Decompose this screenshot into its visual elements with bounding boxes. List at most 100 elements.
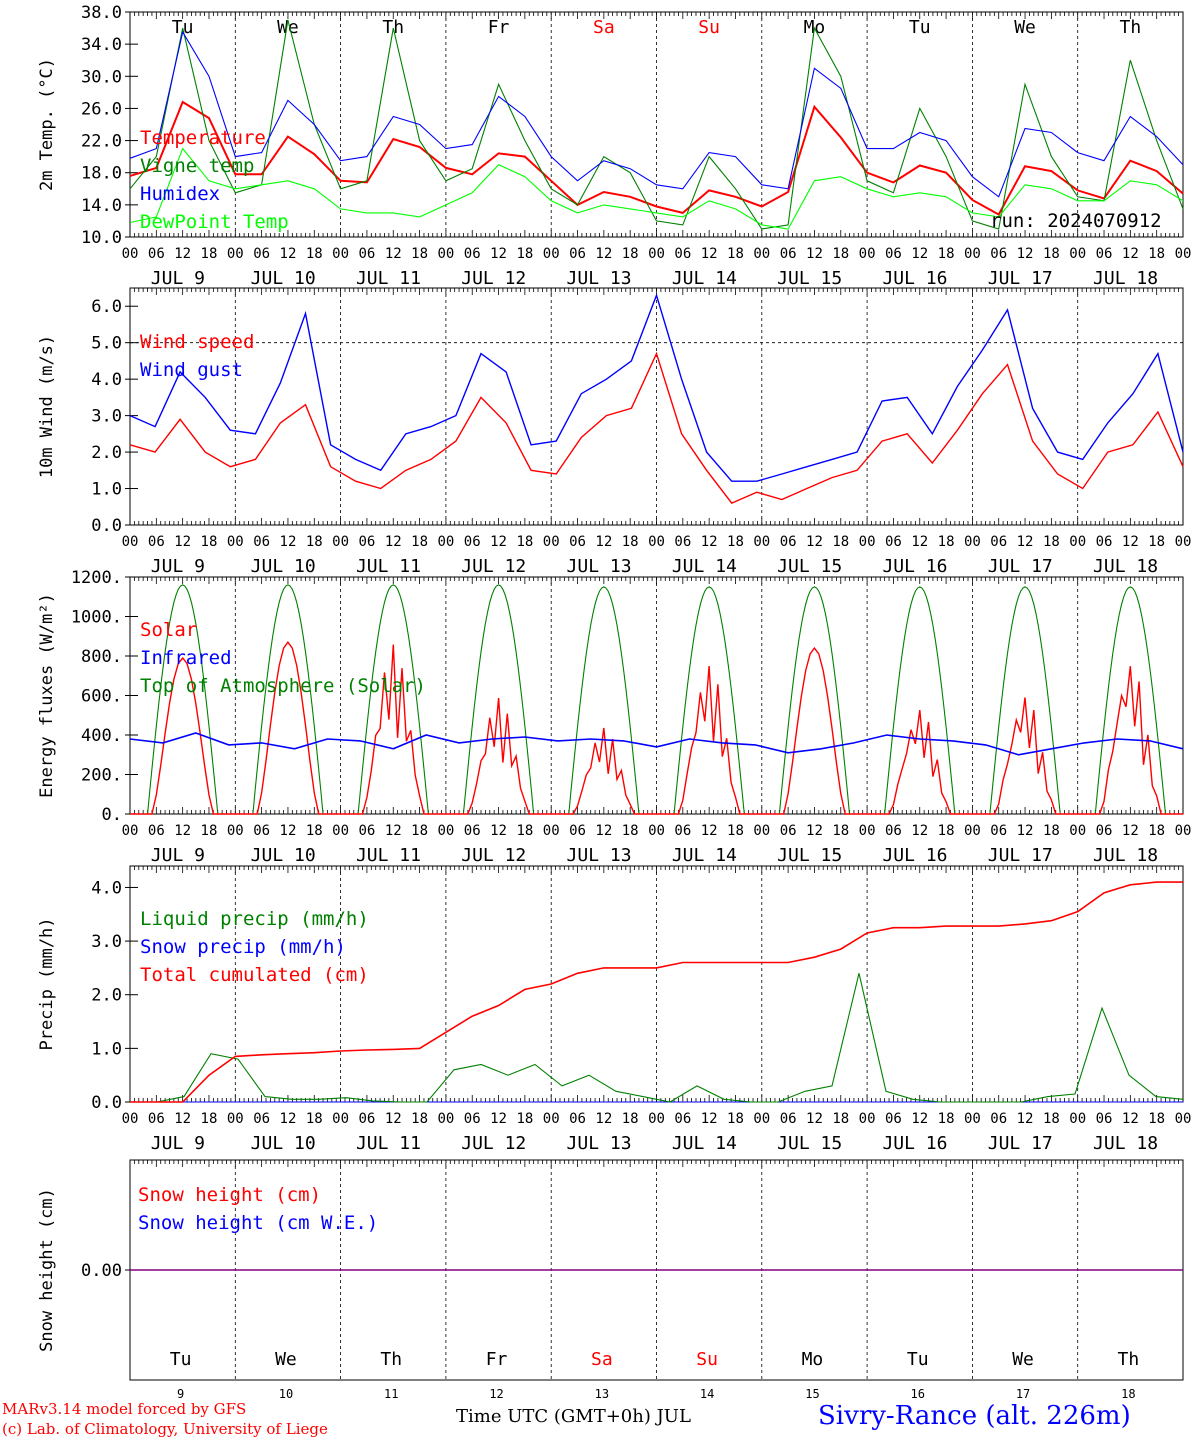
hour-label: 18 <box>516 534 533 550</box>
legend-entry: Temperature <box>140 127 266 149</box>
hour-label: 18 <box>832 823 849 839</box>
y-axis-label: Snow height (cm) <box>37 1188 57 1352</box>
date-label: JUL 14 <box>672 1133 737 1154</box>
weekday-label: Mo <box>802 1349 824 1370</box>
weekday-label: Fr <box>488 17 510 38</box>
legend-entry: Snow precip (mm/h) <box>140 936 346 958</box>
hour-label: 18 <box>1148 823 1165 839</box>
hour-label: 06 <box>990 823 1007 839</box>
hour-label: 18 <box>832 1111 849 1127</box>
hour-label: 12 <box>1017 246 1034 262</box>
date-label: JUL 11 <box>356 268 421 289</box>
x-axis-label: Time UTC (GMT+0h) JUL <box>456 1406 691 1427</box>
hour-label: 12 <box>911 1111 928 1127</box>
hour-label: 18 <box>938 1111 955 1127</box>
legend-entry: Wind gust <box>140 359 243 381</box>
hour-label: 00 <box>648 246 665 262</box>
hour-label: 00 <box>332 1111 349 1127</box>
hour-label: 06 <box>358 246 375 262</box>
hour-label: 00 <box>1069 1111 1086 1127</box>
hour-label: 06 <box>569 534 586 550</box>
hour-label: 06 <box>885 534 902 550</box>
y-tick-label: 1.0 <box>91 1039 122 1059</box>
hour-label: 06 <box>780 823 797 839</box>
legend-entry: DewPoint Temp <box>140 211 289 233</box>
hour-label: 12 <box>806 534 823 550</box>
date-label: JUL 9 <box>151 268 205 289</box>
hour-label: 00 <box>1175 1111 1192 1127</box>
hour-label: 12 <box>701 1111 718 1127</box>
hour-label: 00 <box>1069 823 1086 839</box>
y-tick-label: 18.0 <box>81 164 122 184</box>
y-tick-label: 1000. <box>71 608 122 628</box>
date-label: JUL 17 <box>988 1133 1053 1154</box>
hour-label: 00 <box>1175 534 1192 550</box>
hour-label: 12 <box>490 1111 507 1127</box>
precip-series-line <box>130 881 1183 1103</box>
weekday-label: We <box>277 17 299 38</box>
hour-label: 18 <box>622 1111 639 1127</box>
date-label: JUL 14 <box>672 845 737 866</box>
hour-label: 00 <box>964 534 981 550</box>
hour-label: 00 <box>1175 246 1192 262</box>
hour-label: 00 <box>1069 246 1086 262</box>
hour-label: 00 <box>122 1111 139 1127</box>
legend-entry: Humidex <box>140 183 220 205</box>
hour-label: 00 <box>437 823 454 839</box>
hour-label: 00 <box>753 534 770 550</box>
y-tick-label: 30.0 <box>81 67 122 87</box>
date-label: JUL 17 <box>988 268 1053 289</box>
hour-label: 06 <box>148 534 165 550</box>
date-label: JUL 13 <box>567 845 632 866</box>
hour-label: 12 <box>595 534 612 550</box>
hour-label: 18 <box>1043 534 1060 550</box>
y-tick-label: 5.0 <box>91 334 122 354</box>
hour-label: 12 <box>806 1111 823 1127</box>
hour-label: 18 <box>727 246 744 262</box>
date-label: JUL 12 <box>461 1133 526 1154</box>
legend-entry: Wind speed <box>140 331 254 353</box>
hour-label: 00 <box>859 534 876 550</box>
hour-label: 18 <box>306 823 323 839</box>
hour-label: 06 <box>990 246 1007 262</box>
weekday-label: Sa <box>591 1349 613 1370</box>
date-label: JUL 10 <box>251 1133 316 1154</box>
hour-label: 06 <box>148 823 165 839</box>
day-number-label: 10 <box>279 1387 293 1401</box>
hour-label: 18 <box>1043 246 1060 262</box>
hour-label: 12 <box>595 823 612 839</box>
hour-label: 00 <box>1175 823 1192 839</box>
hour-label: 00 <box>964 823 981 839</box>
hour-label: 00 <box>332 823 349 839</box>
y-tick-label: 4.0 <box>91 370 122 390</box>
date-label: JUL 11 <box>356 1133 421 1154</box>
hour-label: 12 <box>385 246 402 262</box>
date-label: JUL 13 <box>567 268 632 289</box>
legend-entry: Snow height (cm) <box>138 1184 321 1206</box>
hour-label: 18 <box>201 823 218 839</box>
hour-label: 06 <box>464 823 481 839</box>
date-label: JUL 9 <box>151 1133 205 1154</box>
temp-series-line <box>129 30 1184 198</box>
y-tick-label: 1200. <box>71 568 122 588</box>
y-axis-label: Energy fluxes (W/m²) <box>37 593 57 798</box>
date-label: JUL 10 <box>251 268 316 289</box>
y-tick-label: 6.0 <box>91 297 122 317</box>
hour-label: 00 <box>227 534 244 550</box>
hour-label: 00 <box>332 534 349 550</box>
hour-label: 06 <box>885 1111 902 1127</box>
y-tick-label: 0.0 <box>91 516 122 536</box>
y-tick-label: 14.0 <box>81 196 122 216</box>
hour-label: 12 <box>1017 534 1034 550</box>
y-tick-label: 26.0 <box>81 99 122 119</box>
date-label: JUL 18 <box>1093 1133 1158 1154</box>
y-axis-label: 10m Wind (m/s) <box>37 335 57 478</box>
date-label: JUL 10 <box>251 556 316 577</box>
day-number-label: 13 <box>595 1387 609 1401</box>
weekday-label: Tu <box>170 1349 192 1370</box>
date-label: JUL 17 <box>988 556 1053 577</box>
hour-label: 00 <box>753 246 770 262</box>
hour-label: 18 <box>201 534 218 550</box>
hour-label: 00 <box>437 1111 454 1127</box>
weekday-label: Tu <box>907 1349 929 1370</box>
